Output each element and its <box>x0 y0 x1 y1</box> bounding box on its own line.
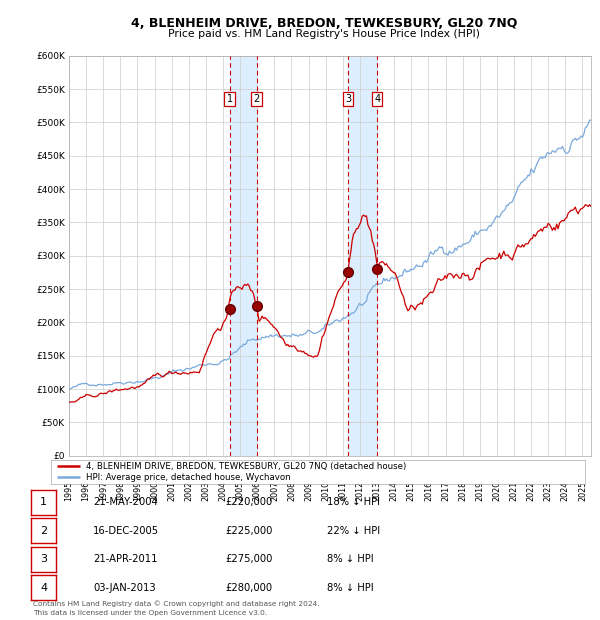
Text: 2021: 2021 <box>509 481 518 502</box>
Text: 2006: 2006 <box>253 481 262 501</box>
Text: 2009: 2009 <box>304 481 313 502</box>
Text: Contains HM Land Registry data © Crown copyright and database right 2024.: Contains HM Land Registry data © Crown c… <box>33 600 320 607</box>
Text: 1: 1 <box>226 94 233 104</box>
Text: HPI: Average price, detached house, Wychavon: HPI: Average price, detached house, Wych… <box>86 472 290 482</box>
Text: This data is licensed under the Open Government Licence v3.0.: This data is licensed under the Open Gov… <box>33 610 267 616</box>
Text: 2017: 2017 <box>441 481 450 502</box>
Text: 2012: 2012 <box>355 481 364 502</box>
Bar <box>230 56 257 456</box>
Text: 4: 4 <box>374 94 380 104</box>
Text: 21-MAY-2004: 21-MAY-2004 <box>93 497 158 507</box>
Text: 2010: 2010 <box>321 481 330 501</box>
Text: £220,000: £220,000 <box>226 497 273 507</box>
Text: 2000: 2000 <box>150 481 159 501</box>
Text: 2004: 2004 <box>218 481 227 501</box>
Text: 4: 4 <box>40 583 47 593</box>
Text: 1998: 1998 <box>116 481 125 502</box>
Text: 1: 1 <box>40 497 47 507</box>
Text: 16-DEC-2005: 16-DEC-2005 <box>93 526 159 536</box>
Text: 2015: 2015 <box>407 481 416 502</box>
Text: 2001: 2001 <box>167 481 176 501</box>
Text: 2003: 2003 <box>202 481 211 501</box>
Text: 21-APR-2011: 21-APR-2011 <box>93 554 157 564</box>
Text: £280,000: £280,000 <box>226 583 273 593</box>
Text: 2: 2 <box>40 526 47 536</box>
Text: 1996: 1996 <box>82 481 91 502</box>
Text: 8% ↓ HPI: 8% ↓ HPI <box>327 583 374 593</box>
Text: 2019: 2019 <box>475 481 484 502</box>
Text: 2023: 2023 <box>544 481 553 502</box>
Text: 2: 2 <box>253 94 260 104</box>
Text: 2018: 2018 <box>458 481 467 501</box>
Text: 2007: 2007 <box>270 481 279 502</box>
Text: 2025: 2025 <box>578 481 587 502</box>
Text: 22% ↓ HPI: 22% ↓ HPI <box>327 526 380 536</box>
Text: 2024: 2024 <box>561 481 570 502</box>
Text: 2002: 2002 <box>184 481 193 502</box>
Text: 2016: 2016 <box>424 481 433 501</box>
Text: 18% ↓ HPI: 18% ↓ HPI <box>327 497 380 507</box>
Text: £225,000: £225,000 <box>226 526 273 536</box>
Text: 8% ↓ HPI: 8% ↓ HPI <box>327 554 374 564</box>
Bar <box>348 56 377 456</box>
Text: 2013: 2013 <box>373 481 382 501</box>
Text: £275,000: £275,000 <box>226 554 273 564</box>
Text: 03-JAN-2013: 03-JAN-2013 <box>93 583 155 593</box>
Text: 1995: 1995 <box>65 481 74 502</box>
Text: 2022: 2022 <box>527 481 536 502</box>
Text: 3: 3 <box>40 554 47 564</box>
Text: 2008: 2008 <box>287 481 296 501</box>
Text: Price paid vs. HM Land Registry's House Price Index (HPI): Price paid vs. HM Land Registry's House … <box>168 29 480 39</box>
Text: 2014: 2014 <box>389 481 398 501</box>
Text: 3: 3 <box>345 94 351 104</box>
Text: 2020: 2020 <box>493 481 502 502</box>
Text: 4, BLENHEIM DRIVE, BREDON, TEWKESBURY, GL20 7NQ (detached house): 4, BLENHEIM DRIVE, BREDON, TEWKESBURY, G… <box>86 462 406 471</box>
Text: 2005: 2005 <box>236 481 245 502</box>
Text: 4, BLENHEIM DRIVE, BREDON, TEWKESBURY, GL20 7NQ: 4, BLENHEIM DRIVE, BREDON, TEWKESBURY, G… <box>131 17 517 30</box>
Text: 1999: 1999 <box>133 481 142 502</box>
Text: 1997: 1997 <box>99 481 108 502</box>
Text: 2011: 2011 <box>338 481 347 501</box>
